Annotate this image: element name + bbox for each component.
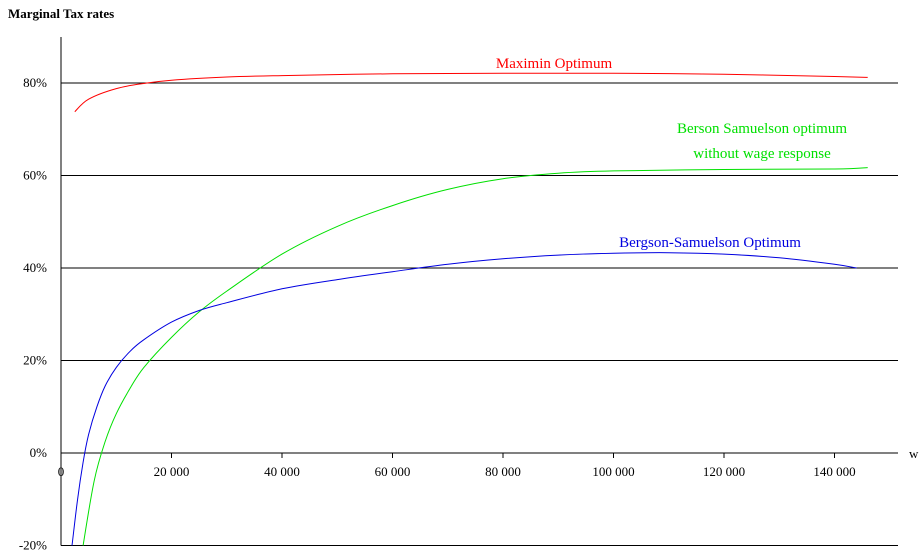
x-tick-label: 60 000 xyxy=(375,464,411,479)
x-tick-label: 120 000 xyxy=(703,464,745,479)
x-tick-label: 140 000 xyxy=(813,464,855,479)
maximin-optimum-label: Maximin Optimum xyxy=(496,56,613,72)
maximin-optimum-line xyxy=(74,72,868,113)
series-lines xyxy=(71,72,868,546)
y-tick-label: 60% xyxy=(23,168,47,183)
x-tick-label: 80 000 xyxy=(485,464,521,479)
tick-labels: -20% 0% 20% 40% 60% 80% 0 20 000 40 000 60 000 80 … xyxy=(19,75,856,553)
bergson-samuelson-optimum-line xyxy=(71,252,857,546)
series-labels: Maximin Optimum Berson Samuelson optimum w… xyxy=(496,56,847,251)
x-axis-label: w xyxy=(909,446,919,461)
bergson-samuelson-optimum-label: Bergson-Samuelson Optimum xyxy=(619,235,801,251)
chart-title: Marginal Tax rates xyxy=(8,6,114,21)
y-tick-label: 0% xyxy=(30,445,48,460)
x-tick-label: 0 xyxy=(58,464,65,479)
x-tick-label: 100 000 xyxy=(592,464,634,479)
berson-samuelson-no-wage-response-label: Berson Samuelson optimum xyxy=(677,121,847,137)
y-tick-label: 20% xyxy=(23,353,47,368)
y-tick-label: 80% xyxy=(23,75,47,90)
berson-samuelson-no-wage-response-label: without wage response xyxy=(693,146,831,162)
gridlines xyxy=(61,82,898,546)
berson-samuelson-no-wage-response-line xyxy=(82,167,868,546)
axes xyxy=(60,37,898,546)
y-tick-label: 40% xyxy=(23,260,47,275)
y-tick-label: -20% xyxy=(19,538,47,553)
x-tick-label: 40 000 xyxy=(264,464,300,479)
x-tick-label: 20 000 xyxy=(154,464,190,479)
